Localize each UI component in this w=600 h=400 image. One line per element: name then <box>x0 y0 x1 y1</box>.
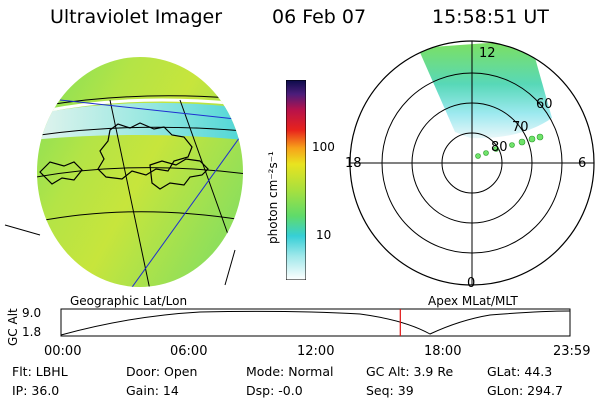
info-ip: IP: 36.0 <box>12 383 60 398</box>
auroral-image <box>418 41 552 139</box>
polar-plot <box>349 40 595 286</box>
timeline-frame <box>60 308 571 337</box>
footprint-point <box>518 138 526 146</box>
navigation-line <box>129 129 243 287</box>
timeline-x-tick-0600: 06:00 <box>170 344 208 359</box>
info-gc-alt: GC Alt: 3.9 Re <box>366 364 454 379</box>
mlt-label-18: 18 <box>345 156 362 171</box>
info-filter: Flt: LBHL <box>12 364 68 379</box>
observation-time: 15:58:51 UT <box>432 6 549 28</box>
latitude-line-outer <box>224 249 236 286</box>
footprint-point <box>528 135 536 143</box>
coastline-west <box>39 161 83 185</box>
footprint-point <box>483 150 489 156</box>
apex-label: Apex MLat/MLT <box>428 294 518 308</box>
geographic-label: Geographic Lat/Lon <box>70 294 188 308</box>
colorbar-unit-label: photon cm⁻²s⁻¹ <box>266 151 280 244</box>
mlat-label-80: 80 <box>491 140 508 155</box>
timeline-y-tick-low: 1.8 <box>22 325 42 339</box>
coastline-east <box>149 158 209 190</box>
info-dsp: Dsp: -0.0 <box>246 383 303 398</box>
mlt-label-6: 6 <box>578 156 587 171</box>
timeline-x-tick-1800: 18:00 <box>424 344 462 359</box>
geographic-image <box>4 57 243 287</box>
coastline <box>97 122 193 180</box>
info-seq: Seq: 39 <box>366 383 414 398</box>
navigation-line <box>59 99 243 121</box>
instrument-title: Ultraviolet Imager <box>50 6 223 28</box>
latitude-line <box>37 126 243 139</box>
mlat-label-60: 60 <box>536 97 553 112</box>
info-glat: GLat: 44.3 <box>487 364 553 379</box>
latitude-line-outer <box>4 224 41 236</box>
timeline-x-tick-1200: 12:00 <box>297 344 335 359</box>
mlt-label-12: 12 <box>479 46 496 61</box>
colorbar-tick-10: 10 <box>316 228 332 242</box>
footprint-point <box>536 133 544 141</box>
longitude-line <box>179 99 231 241</box>
info-door: Door: Open <box>126 364 198 379</box>
info-gain: Gain: 14 <box>126 383 179 398</box>
info-glon: GLon: 294.7 <box>487 383 563 398</box>
colorbar-tick-100: 100 <box>312 140 335 154</box>
timeline-y-tick-high: 9.0 <box>22 306 42 320</box>
altitude-curve <box>60 310 571 336</box>
colorbar <box>286 80 306 280</box>
observation-date: 06 Feb 07 <box>272 6 367 28</box>
timeline-x-tick-2359: 23:59 <box>553 344 591 359</box>
timeline-y-label: GC Alt <box>6 308 20 346</box>
mlat-label-70: 70 <box>512 120 529 135</box>
longitude-line <box>109 99 151 287</box>
altitude-timeline <box>60 308 571 337</box>
footprint-point <box>493 146 499 152</box>
latitude-line <box>37 167 243 181</box>
mlt-label-0: 0 <box>467 276 476 291</box>
info-mode: Mode: Normal <box>246 364 334 379</box>
timeline-x-tick-0000: 00:00 <box>44 344 82 359</box>
footprint-point <box>509 142 515 148</box>
footprint-point <box>475 153 481 159</box>
limb-arc <box>39 98 241 114</box>
